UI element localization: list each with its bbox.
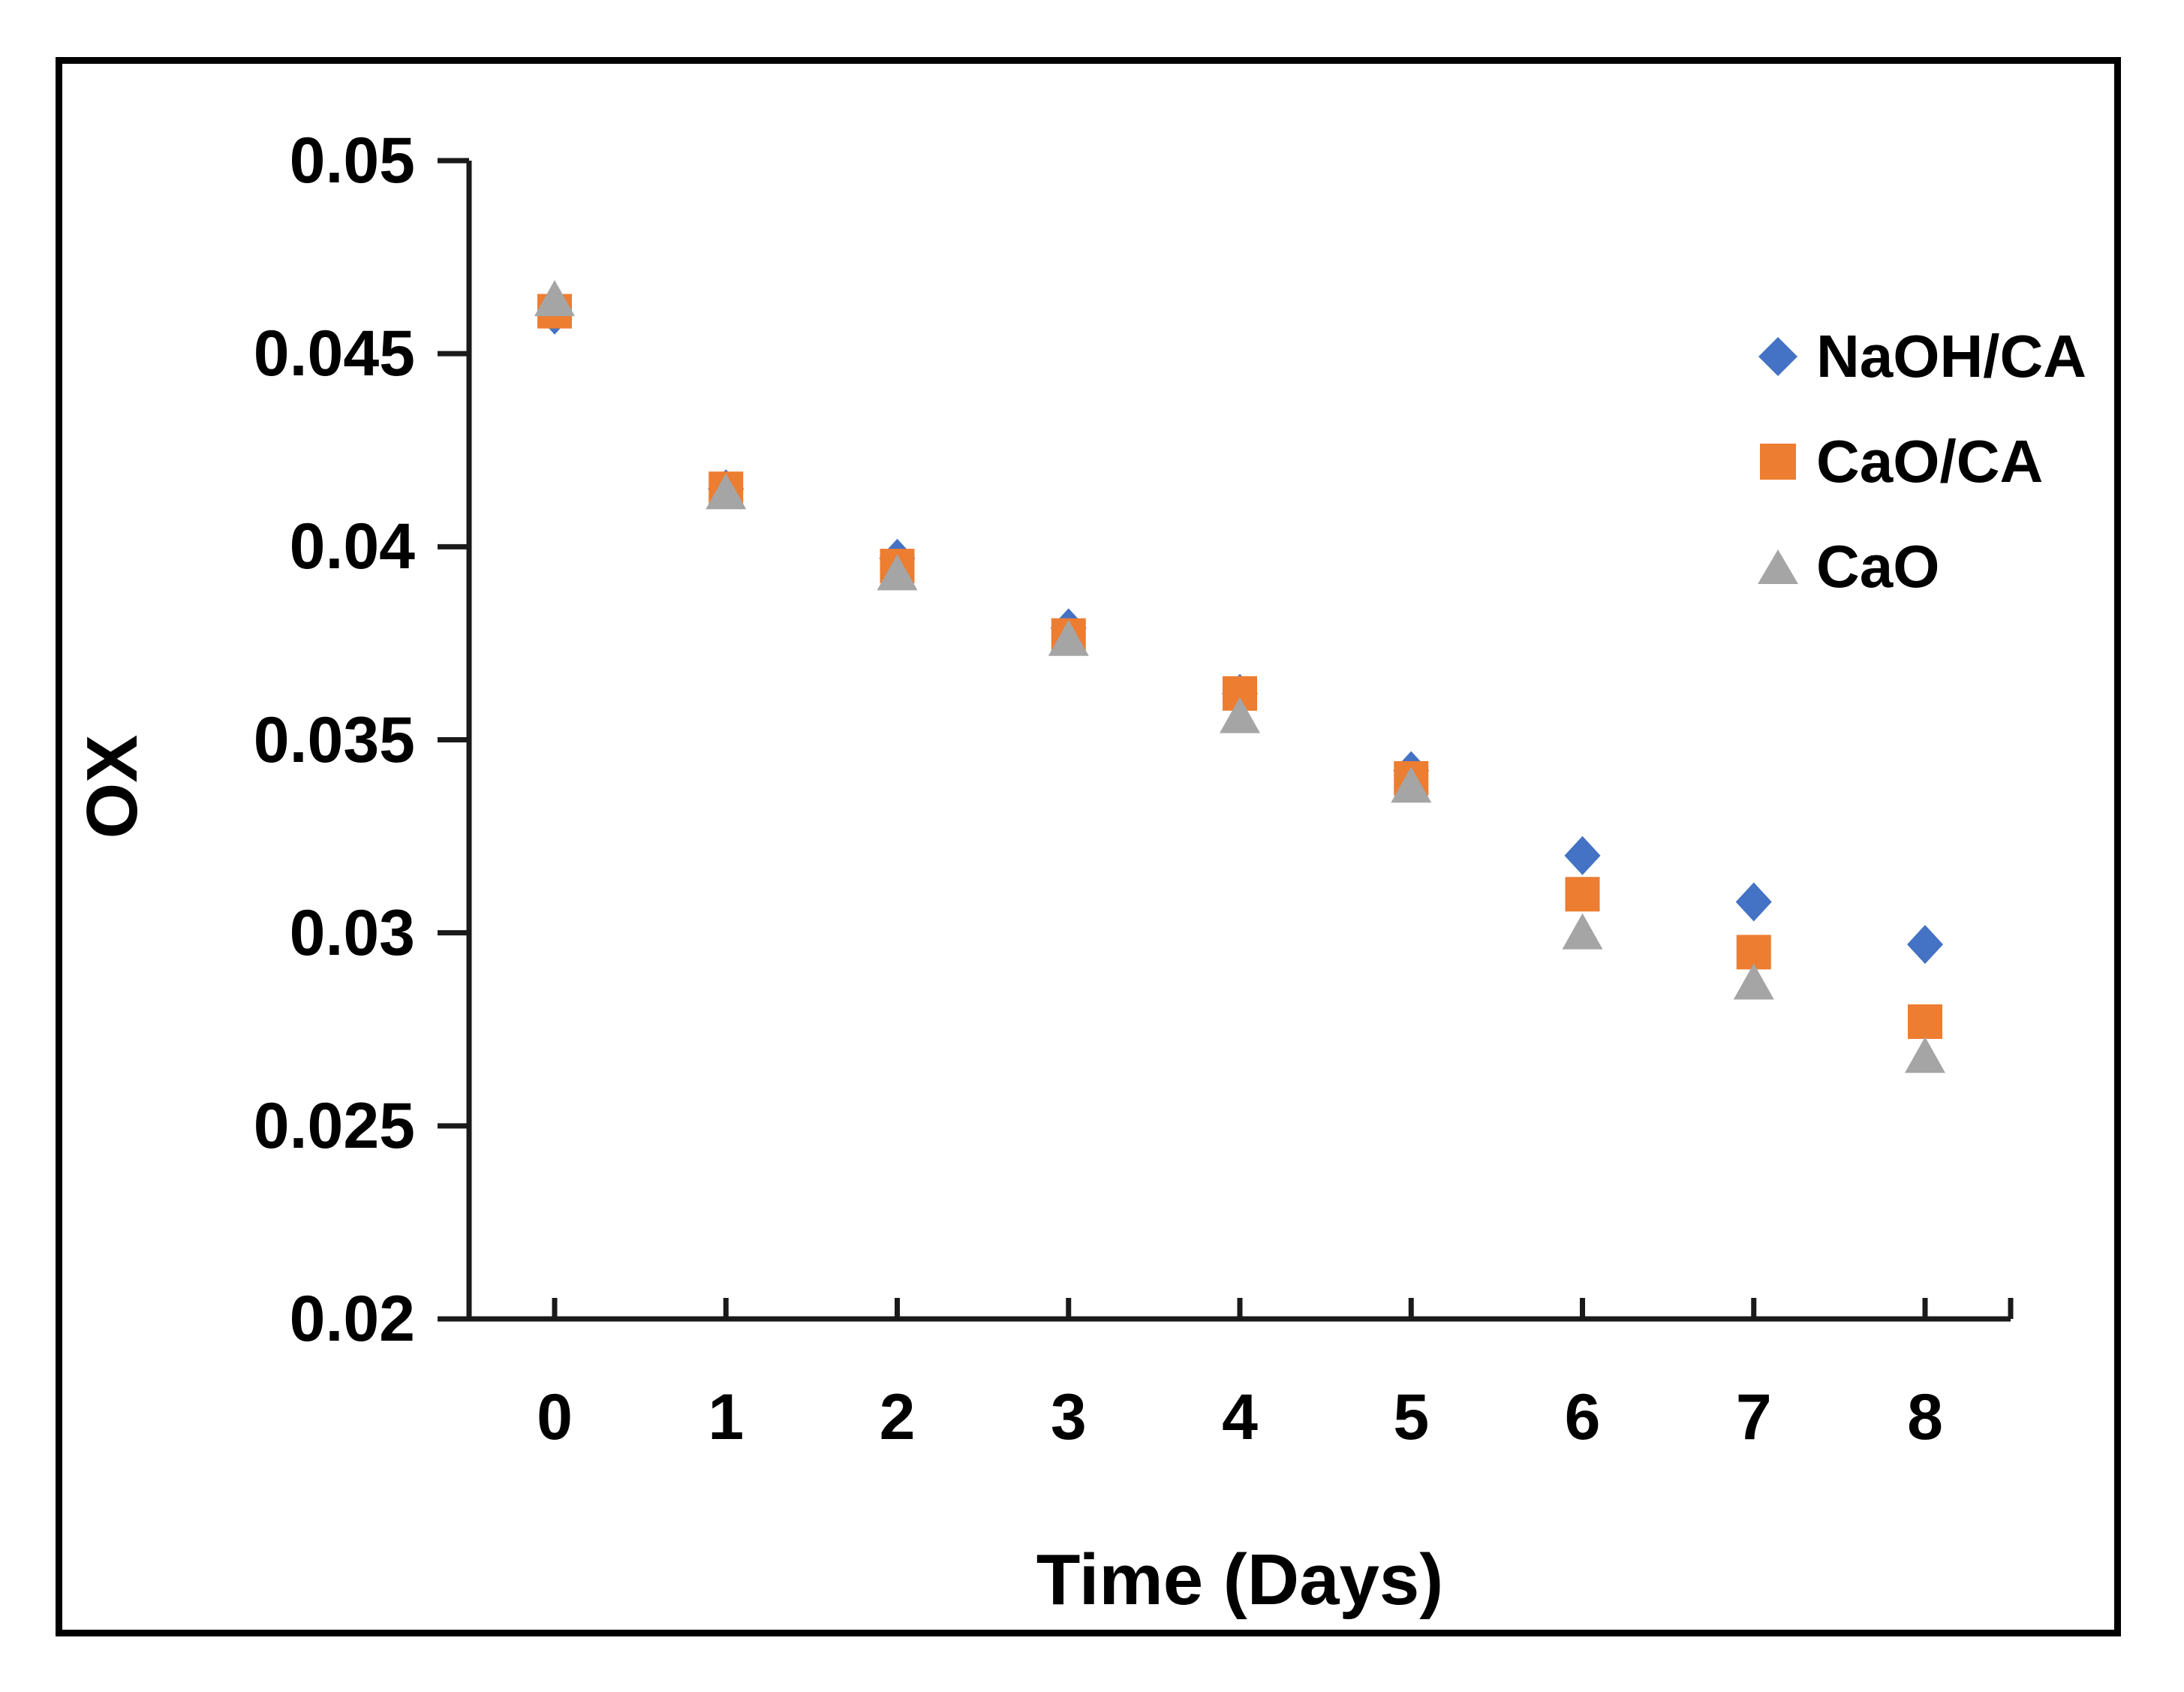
marker-diamond xyxy=(1735,882,1772,922)
marker-triangle xyxy=(534,280,575,317)
legend-label: CaO xyxy=(1816,533,1940,600)
y-tick-label: 0.05 xyxy=(289,125,415,197)
y-tick-label: 0.02 xyxy=(289,1283,415,1356)
x-tick-label: 8 xyxy=(1907,1381,1943,1453)
legend-item: CaO/CA xyxy=(1755,420,2043,503)
marker-diamond xyxy=(1907,925,1943,965)
axes xyxy=(438,158,2014,1322)
marker-square xyxy=(1908,1004,1942,1039)
x-tick-label: 0 xyxy=(537,1381,573,1453)
marker-triangle xyxy=(1562,913,1603,950)
marker-diamond xyxy=(1758,337,1797,376)
marker-square xyxy=(1760,444,1796,480)
legend-triangle-icon xyxy=(1758,549,1798,584)
marker-triangle xyxy=(1048,619,1089,656)
series-cao xyxy=(534,280,1945,1073)
series-naoh-ca xyxy=(537,295,1943,965)
marker-triangle xyxy=(1391,766,1432,803)
x-axis-title: Time (Days) xyxy=(1036,1540,1444,1620)
y-tick-label: 0.025 xyxy=(253,1089,415,1162)
figure-border xyxy=(56,57,2121,1636)
y-tick-label: 0.04 xyxy=(289,510,415,583)
x-tick-label: 7 xyxy=(1735,1381,1772,1453)
marker-triangle xyxy=(1905,1037,1945,1073)
marker-triangle xyxy=(705,473,747,510)
marker-triangle xyxy=(1733,963,1774,1000)
legend-item: CaO xyxy=(1755,525,1940,608)
legend-diamond-icon xyxy=(1758,337,1797,376)
x-tick-label: 4 xyxy=(1222,1381,1258,1453)
legend-square-icon xyxy=(1760,444,1796,480)
y-axis-title: OX xyxy=(72,734,152,839)
legend-label: CaO/CA xyxy=(1816,428,2044,495)
series-cao-ca xyxy=(537,294,1942,1039)
x-tick-label: 6 xyxy=(1564,1381,1601,1453)
y-tick-label: 0.045 xyxy=(253,318,415,390)
legend-item: NaOH/CA xyxy=(1755,315,2086,398)
marker-square xyxy=(1565,877,1600,912)
y-tick-label: 0.035 xyxy=(253,703,415,776)
x-tick-label: 1 xyxy=(708,1381,745,1453)
x-tick-label: 5 xyxy=(1393,1381,1430,1453)
y-tick-label: 0.03 xyxy=(289,896,415,969)
marker-triangle xyxy=(1758,549,1798,584)
marker-triangle xyxy=(877,554,918,591)
data-points xyxy=(534,280,1945,1073)
x-tick-label: 2 xyxy=(879,1381,916,1453)
marker-triangle xyxy=(1220,697,1260,733)
legend-label: NaOH/CA xyxy=(1816,323,2087,390)
marker-diamond xyxy=(1564,835,1601,875)
x-tick-label: 3 xyxy=(1050,1381,1087,1453)
